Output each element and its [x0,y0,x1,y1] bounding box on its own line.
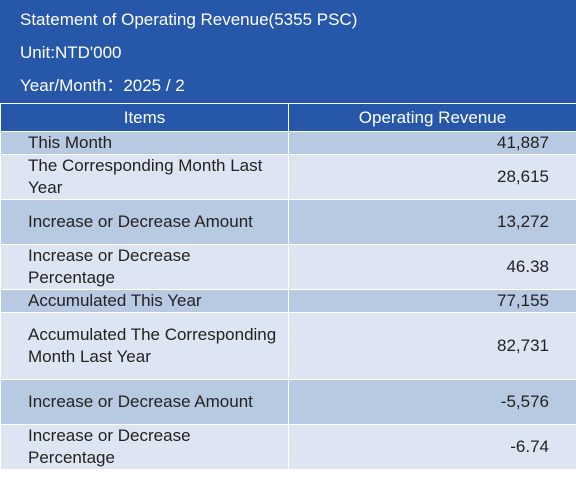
column-header-operating-revenue: Operating Revenue [288,103,576,132]
table-row: Accumulated This Year 77,155 [0,289,576,313]
row-value: 13,272 [288,199,576,245]
table-row: The Corresponding Month Last Year 28,615 [0,154,576,200]
row-value: 41,887 [288,131,576,155]
column-header-items: Items [0,103,289,132]
revenue-table: Items Operating Revenue This Month 41,88… [0,103,576,470]
row-value: 28,615 [288,154,576,200]
row-item-label: Increase or Decrease Amount [0,379,289,425]
table-row: Increase or Decrease Amount -5,576 [0,379,576,425]
row-value: -6.74 [288,424,576,470]
row-value: 77,155 [288,289,576,313]
table-header-row: Items Operating Revenue [0,103,576,132]
table-row: Increase or Decrease Percentage 46.38 [0,244,576,290]
row-item-label: Increase or Decrease Amount [0,199,289,245]
table-row: Increase or Decrease Amount 13,272 [0,199,576,245]
table-row: Accumulated The Corresponding Month Last… [0,312,576,380]
row-item-label: The Corresponding Month Last Year [0,154,289,200]
row-value: 82,731 [288,312,576,380]
row-item-label: Accumulated The Corresponding Month Last… [0,312,289,380]
row-item-label: Accumulated This Year [0,289,289,313]
row-item-label: Increase or Decrease Percentage [0,244,289,290]
period-label: Year/Month：2025 / 2 [20,76,185,95]
unit-label: Unit:NTD'000 [20,43,122,62]
row-value: 46.38 [288,244,576,290]
row-value: -5,576 [288,379,576,425]
row-item-label: Increase or Decrease Percentage [0,424,289,470]
row-item-label: This Month [0,131,289,155]
table-row: Increase or Decrease Percentage -6.74 [0,424,576,470]
report-title: Statement of Operating Revenue(5355 PSC) [20,10,358,29]
table-row: This Month 41,887 [0,131,576,155]
report-header: Statement of Operating Revenue(5355 PSC)… [0,0,576,103]
